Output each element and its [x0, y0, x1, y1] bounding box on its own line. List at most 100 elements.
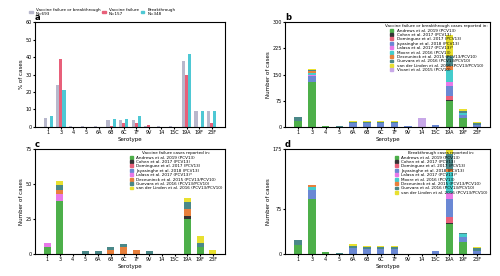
Bar	[308, 71, 316, 73]
Bar	[390, 123, 398, 127]
Bar	[432, 125, 440, 127]
Bar	[322, 252, 330, 254]
X-axis label: Serotype: Serotype	[118, 137, 142, 142]
Bar	[156, 126, 160, 127]
Bar	[308, 73, 316, 75]
X-axis label: Serotype: Serotype	[375, 137, 400, 142]
Bar	[94, 251, 102, 254]
Bar	[363, 122, 370, 123]
Bar	[44, 118, 47, 127]
Bar	[350, 246, 357, 248]
Bar	[210, 250, 216, 254]
Bar	[446, 101, 453, 127]
Bar	[120, 247, 127, 254]
Bar	[56, 181, 64, 185]
Bar	[460, 113, 467, 115]
Bar	[460, 234, 467, 237]
Bar	[106, 120, 110, 127]
Text: b: b	[285, 13, 291, 22]
Bar	[336, 126, 343, 127]
Legend: Vaccine failure or breakthrough
N=693, Vaccine failure
N=157, Breakthrough
N=348: Vaccine failure or breakthrough N=693, V…	[28, 6, 177, 18]
Bar	[44, 247, 51, 254]
Bar	[404, 126, 412, 127]
Bar	[185, 75, 188, 127]
Bar	[308, 75, 316, 76]
Bar	[56, 185, 64, 190]
Text: a: a	[35, 13, 40, 22]
Bar	[170, 126, 172, 127]
Bar	[122, 123, 126, 127]
Bar	[350, 248, 357, 254]
Bar	[390, 246, 398, 247]
Bar	[182, 60, 185, 127]
Bar	[294, 245, 302, 254]
Bar	[308, 190, 316, 199]
Bar	[294, 240, 302, 245]
Bar	[200, 111, 204, 127]
Bar	[473, 247, 480, 248]
Bar	[446, 86, 453, 96]
Bar	[308, 70, 316, 71]
Bar	[308, 76, 316, 81]
Bar	[308, 81, 316, 127]
Bar	[446, 70, 453, 82]
Bar	[82, 251, 89, 254]
Bar	[350, 122, 357, 123]
Legend: Andrews et al. 2019 (PCV13), Cohen et al. 2017 (PCV13), Dominguez et al. 2017 (P: Andrews et al. 2019 (PCV13), Cohen et al…	[130, 151, 223, 190]
Bar	[446, 148, 453, 154]
Bar	[184, 216, 191, 219]
Bar	[308, 69, 316, 70]
Legend: Andrews et al. 2019 (PCV13), Cohen et al. 2017 (PCV13), Dominguez et al. 2017 (P: Andrews et al. 2019 (PCV13), Cohen et al…	[385, 24, 488, 72]
Bar	[62, 90, 66, 127]
Bar	[446, 100, 453, 101]
Bar	[322, 126, 330, 127]
Bar	[446, 199, 453, 217]
Bar	[377, 121, 384, 122]
Bar	[134, 123, 138, 127]
Bar	[363, 246, 370, 247]
Bar	[138, 116, 141, 127]
Bar	[308, 187, 316, 190]
Y-axis label: Number of cases: Number of cases	[19, 178, 24, 225]
Y-axis label: Number of cases: Number of cases	[266, 51, 271, 98]
Bar	[110, 126, 112, 127]
Text: d: d	[285, 140, 291, 149]
Bar	[184, 198, 191, 202]
Bar	[146, 251, 152, 254]
Y-axis label: % of cases: % of cases	[19, 60, 24, 89]
Bar	[460, 111, 467, 113]
Bar	[363, 247, 370, 249]
Bar	[446, 217, 453, 223]
Bar	[446, 35, 453, 56]
Bar	[460, 233, 467, 234]
Legend: Andrews et al. 2019 (PCV13), Cohen et al. 2017 (PCV13), Dominguez et al. 2017 (P: Andrews et al. 2019 (PCV13), Cohen et al…	[395, 151, 488, 195]
Bar	[308, 199, 316, 254]
Bar	[390, 122, 398, 123]
Bar	[446, 224, 453, 254]
Bar	[377, 122, 384, 123]
Bar	[390, 121, 398, 122]
Bar	[56, 201, 64, 254]
Bar	[184, 219, 191, 254]
Bar	[473, 125, 480, 127]
Bar	[196, 247, 203, 254]
Bar	[336, 253, 343, 254]
Bar	[184, 202, 191, 209]
Bar	[460, 110, 467, 111]
Bar	[350, 244, 357, 246]
Bar	[446, 56, 453, 67]
Bar	[446, 82, 453, 86]
Bar	[350, 121, 357, 122]
Bar	[108, 250, 114, 254]
Bar	[390, 247, 398, 249]
Bar	[377, 123, 384, 127]
X-axis label: Serotype: Serotype	[375, 264, 400, 269]
Bar	[418, 118, 426, 127]
Bar	[196, 236, 203, 243]
Bar	[119, 120, 122, 127]
Bar	[390, 249, 398, 254]
Bar	[108, 247, 114, 250]
Bar	[460, 115, 467, 118]
Bar	[132, 120, 134, 127]
Bar	[133, 250, 140, 254]
